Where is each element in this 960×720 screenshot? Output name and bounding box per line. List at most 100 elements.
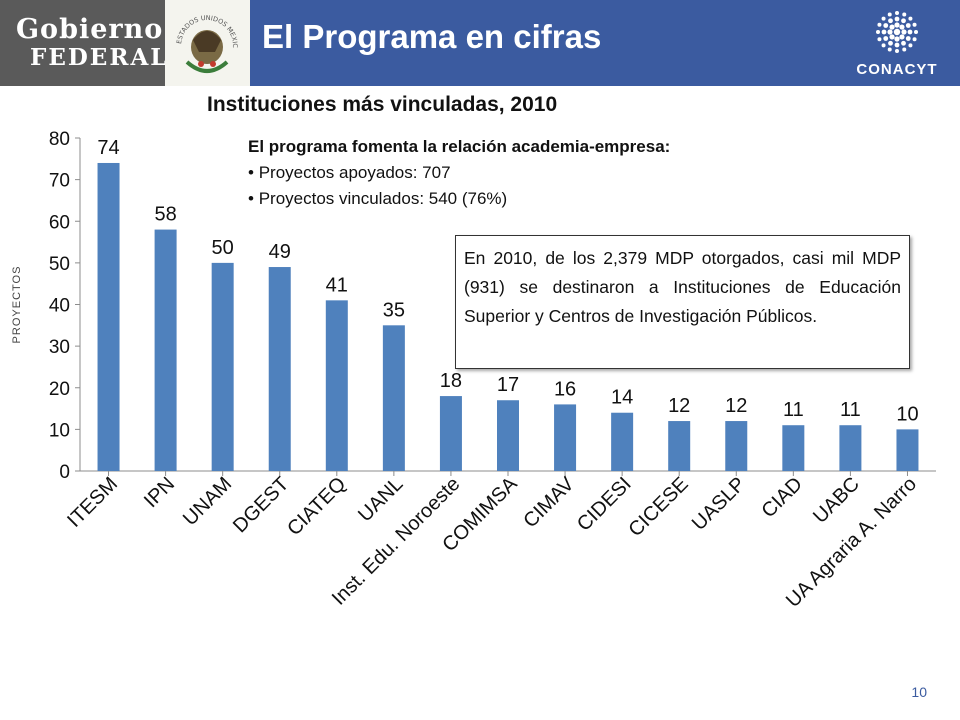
emblem-dot — [887, 47, 892, 52]
emblem-dot — [877, 37, 882, 42]
data-label: 10 — [896, 403, 918, 425]
y-tick-label: 70 — [49, 171, 70, 192]
emblem-dot — [899, 24, 905, 30]
y-tick-label: 80 — [49, 129, 70, 150]
emblem-dot — [881, 29, 887, 35]
emblem-dot — [907, 29, 913, 35]
category-label: CIMAV — [519, 473, 579, 533]
bar — [382, 325, 405, 471]
category-label: CIATEQ — [283, 473, 350, 540]
emblem-dot — [914, 30, 918, 34]
bar — [154, 229, 177, 471]
bar — [268, 267, 291, 471]
chart-subtitle: Instituciones más vinculadas, 2010 — [207, 93, 558, 116]
category-label: ITESM — [63, 473, 122, 532]
emblem-dot — [889, 34, 895, 40]
conacyt-logo: CONACYT — [846, 8, 948, 82]
bar — [611, 412, 634, 471]
emblem-dot — [887, 12, 892, 17]
intro-bullet: • Proyectos apoyados: 707 — [248, 163, 451, 182]
emblem-dot — [889, 24, 895, 30]
y-tick-label: 40 — [49, 296, 70, 317]
emblem-dot — [908, 43, 913, 48]
bar — [211, 262, 234, 471]
data-label: 14 — [611, 387, 633, 409]
emblem-dot — [895, 49, 899, 53]
data-label: 50 — [212, 237, 234, 259]
bar — [97, 162, 120, 471]
conacyt-dots-icon — [876, 11, 918, 53]
category-label: DGEST — [229, 473, 293, 537]
gobierno-federal-logo: Gobierno FEDERAL — [0, 0, 169, 86]
emblem-dot — [905, 23, 911, 28]
intro-bullet-text: Proyectos apoyados: 707 — [258, 163, 451, 182]
category-label: UNAM — [179, 473, 236, 530]
data-label: 12 — [725, 395, 747, 417]
bar — [439, 396, 462, 471]
data-label: 11 — [783, 399, 804, 421]
emblem-dot — [888, 18, 893, 24]
category-label: UANL — [354, 473, 407, 526]
eagle-seal-icon: ESTADOS UNIDOS MEXICANOS — [162, 0, 239, 73]
data-label: 17 — [497, 374, 519, 396]
intro-title: El programa fomenta la relación academia… — [248, 137, 671, 156]
data-label: 12 — [668, 395, 690, 417]
emblem-dot — [901, 40, 906, 46]
emblem-dot — [876, 30, 880, 34]
emblem-dot — [881, 16, 886, 21]
bar — [554, 404, 577, 471]
emblem-dot — [883, 36, 889, 41]
emblem-dot — [887, 29, 893, 35]
emblem-dot — [894, 42, 900, 48]
emblem-dot — [881, 43, 886, 48]
emblem-dot — [883, 23, 889, 28]
note-box: En 2010, de los 2,379 MDP otorgados, cas… — [455, 235, 910, 369]
data-label: 35 — [383, 299, 405, 321]
org-name-line2: FEDERAL — [30, 44, 169, 71]
emblem-dot — [902, 47, 907, 52]
data-label: 41 — [326, 274, 348, 296]
brand-name: CONACYT — [856, 61, 938, 78]
y-tick-label: 10 — [49, 420, 70, 441]
emblem-dot — [902, 12, 907, 17]
y-tick-label: 0 — [59, 462, 70, 483]
bar — [725, 421, 748, 471]
emblem-dot — [877, 22, 882, 27]
emblem-dot — [905, 36, 911, 41]
page-title: El Programa en cifras — [262, 18, 602, 55]
mexico-seal: ESTADOS UNIDOS MEXICANOS — [162, 0, 250, 86]
emblem-dot — [912, 37, 917, 42]
data-label: 18 — [440, 370, 462, 392]
emblem-dot — [901, 29, 907, 35]
org-name-line1: Gobierno — [16, 14, 164, 45]
emblem-dot — [894, 16, 900, 22]
y-tick-label: 30 — [49, 337, 70, 358]
bar — [839, 425, 862, 471]
category-label: CIAD — [758, 473, 807, 522]
y-tick-label: 20 — [49, 379, 70, 400]
emblem-dot — [912, 22, 917, 27]
y-axis-label: PROYECTOS — [11, 266, 23, 344]
bar — [782, 425, 805, 471]
category-label: UABC — [809, 473, 864, 528]
emblem-dot — [895, 11, 899, 15]
data-label: 16 — [554, 378, 576, 400]
category-label: IPN — [140, 473, 179, 512]
emblem-dot — [894, 36, 900, 42]
emblem-dot — [901, 18, 906, 24]
emblem-dot — [908, 16, 913, 21]
data-label: 11 — [840, 399, 861, 421]
category-label: CICESE — [625, 473, 693, 541]
emblem-dot — [888, 40, 893, 46]
emblem-dot — [893, 28, 901, 36]
page-number: 10 — [911, 684, 927, 700]
y-tick-label: 60 — [49, 212, 70, 233]
category-label: UASLP — [688, 473, 750, 535]
data-label: 74 — [97, 137, 119, 159]
emblem-dot — [899, 34, 905, 40]
bar — [325, 300, 348, 471]
intro-block: El programa fomenta la relación academia… — [248, 134, 670, 212]
header-bar: Gobierno FEDERAL ESTADOS UNIDOS MEXICANO… — [0, 0, 960, 86]
intro-bullet: • Proyectos vinculados: 540 (76%) — [248, 189, 508, 208]
